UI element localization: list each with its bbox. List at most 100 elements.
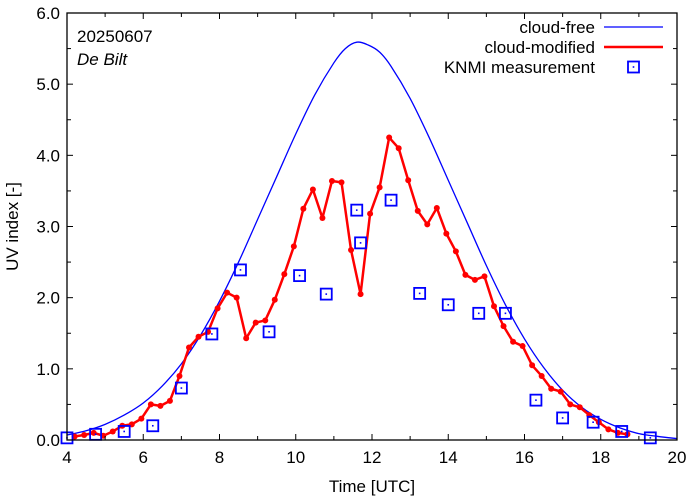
y-tick-label: 3.0 — [36, 218, 60, 237]
data-point — [491, 303, 497, 310]
data-point — [481, 273, 488, 280]
annotation-date: 20250607 — [77, 27, 153, 46]
data-point — [338, 179, 345, 186]
marker-square — [350, 203, 364, 217]
series-layer — [60, 41, 678, 445]
data-point — [357, 291, 364, 298]
marker-square — [384, 193, 398, 207]
marker-dot — [592, 421, 594, 424]
y-tick-label: 4.0 — [36, 146, 60, 165]
marker-square — [146, 419, 160, 433]
data-point — [452, 248, 459, 255]
marker-square — [499, 306, 512, 320]
marker-dot — [649, 437, 652, 439]
legend: cloud-free cloud-modified KNMI measureme… — [444, 18, 663, 77]
data-point — [462, 271, 469, 278]
data-point — [271, 296, 278, 303]
series-line — [74, 136, 628, 438]
measurement-marker — [293, 269, 306, 283]
legend-swatch-knmi-measurement — [627, 60, 640, 74]
series-line — [66, 41, 678, 440]
data-point — [500, 323, 507, 330]
marker-dot — [504, 312, 507, 315]
marker-square — [615, 425, 629, 438]
measurement-marker — [441, 298, 455, 312]
marker-dot — [211, 333, 213, 335]
marker-dot — [180, 387, 183, 389]
data-point — [348, 246, 355, 253]
data-point — [195, 333, 202, 340]
data-point — [166, 397, 173, 404]
x-tick-label: 14 — [439, 448, 458, 467]
data-point — [290, 243, 297, 250]
data-point — [510, 338, 517, 345]
measurement-marker — [234, 263, 247, 277]
marker-dot — [151, 424, 154, 427]
data-point — [262, 317, 269, 324]
measurement-marker — [413, 286, 427, 300]
marker-square — [293, 269, 306, 283]
data-point — [233, 294, 240, 301]
marker-square — [529, 393, 543, 407]
x-tick-label: 10 — [286, 448, 305, 467]
data-point — [147, 401, 154, 408]
marker-dot — [390, 199, 392, 201]
marker-square — [472, 306, 486, 320]
y-tick-label: 5.0 — [36, 75, 60, 94]
legend-label-knmi-measurement: KNMI measurement — [444, 58, 595, 77]
data-point — [281, 271, 288, 278]
x-tick-label: 4 — [62, 448, 71, 467]
measurement-marker — [205, 327, 219, 341]
data-point — [224, 289, 231, 296]
x-tick-label: 8 — [215, 448, 224, 467]
marker-dot — [447, 303, 450, 306]
x-tick-label: 12 — [363, 448, 382, 467]
data-point — [386, 134, 393, 141]
marker-dot — [325, 293, 328, 295]
measurement-marker — [472, 306, 486, 320]
annotation-location: De Bilt — [77, 50, 128, 69]
measurement-marker — [262, 325, 276, 339]
data-point — [576, 404, 583, 411]
y-tick-label: 2.0 — [36, 289, 60, 308]
measurement-marker — [384, 193, 398, 207]
measurement-marker — [499, 306, 512, 320]
measurement-marker — [350, 203, 364, 217]
marker-square — [234, 263, 247, 277]
data-point — [405, 177, 412, 184]
marker-square — [319, 287, 333, 301]
data-point — [567, 401, 574, 408]
data-point — [109, 428, 116, 435]
data-point — [214, 305, 221, 312]
x-tick-label: 18 — [591, 448, 610, 467]
data-point — [157, 402, 164, 409]
legend-marker-dot — [632, 66, 635, 68]
measurement-marker — [319, 287, 333, 301]
marker-dot — [535, 399, 537, 401]
marker-dot — [268, 331, 270, 333]
data-point — [424, 221, 431, 228]
measurement-marker — [643, 431, 657, 445]
y-tick-label: 1.0 — [36, 360, 60, 379]
data-point — [309, 186, 316, 193]
marker-square — [205, 327, 219, 341]
ticks-layer — [66, 12, 678, 441]
plot-frame — [66, 12, 678, 441]
legend-label-cloud-free: cloud-free — [519, 18, 595, 37]
y-tick-label: 0.0 — [36, 431, 60, 450]
marker-dot — [239, 269, 242, 271]
data-point — [367, 210, 374, 217]
marker-square — [441, 298, 455, 312]
marker-square — [262, 325, 276, 339]
data-point — [605, 426, 612, 433]
marker-dot — [561, 417, 564, 419]
data-point — [433, 204, 440, 211]
measurement-marker — [586, 415, 600, 429]
data-point — [443, 230, 450, 237]
marker-dot — [94, 433, 97, 436]
measurement-marker — [354, 236, 367, 250]
data-point — [548, 385, 555, 392]
data-point — [557, 388, 564, 395]
data-point — [81, 432, 88, 439]
